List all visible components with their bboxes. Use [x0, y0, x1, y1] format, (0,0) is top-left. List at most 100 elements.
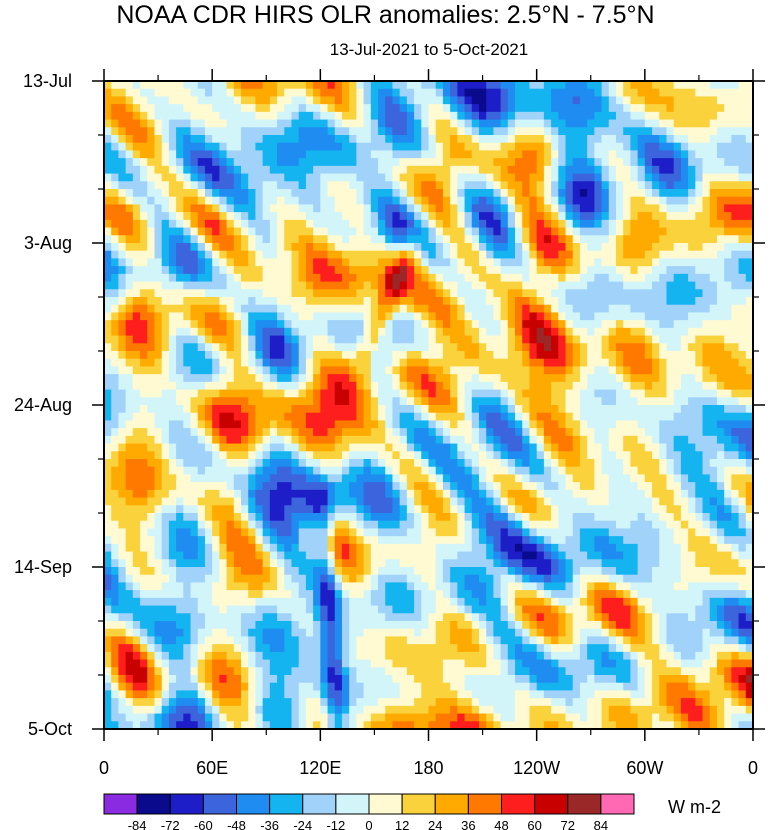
field-cell	[695, 327, 704, 337]
field-cell	[291, 466, 300, 476]
field-cell	[716, 243, 725, 252]
field-cell	[529, 405, 538, 414]
field-cell	[356, 451, 365, 460]
field-cell	[255, 196, 264, 206]
field-cell	[637, 189, 646, 198]
field-cell	[154, 459, 163, 468]
field-cell	[522, 428, 531, 437]
field-cell	[745, 397, 753, 406]
field-cell	[493, 235, 502, 244]
field-cell	[536, 196, 545, 206]
field-cell	[183, 343, 192, 352]
field-cell	[392, 281, 401, 290]
field-cell	[486, 459, 494, 468]
field-cell	[118, 420, 127, 429]
field-cell	[551, 320, 559, 329]
field-cell	[551, 135, 559, 144]
field-cell	[731, 297, 740, 306]
field-cell	[442, 451, 451, 460]
field-cell	[269, 88, 278, 98]
field-cell	[450, 135, 458, 144]
field-cell	[478, 158, 487, 167]
field-cell	[659, 489, 668, 499]
field-cell	[673, 312, 682, 321]
field-cell	[370, 420, 379, 429]
field-cell	[233, 150, 242, 159]
field-cell	[435, 119, 444, 128]
field-cell	[478, 482, 487, 491]
field-cell	[154, 351, 163, 360]
field-cell	[594, 104, 603, 113]
field-cell	[630, 212, 639, 221]
field-cell	[284, 505, 293, 514]
field-cell	[356, 443, 365, 452]
field-cell	[125, 250, 134, 260]
field-cell	[450, 266, 458, 275]
field-cell	[140, 389, 148, 398]
field-cell	[392, 150, 401, 159]
field-cell	[500, 127, 509, 136]
field-cell	[601, 142, 610, 152]
field-cell	[104, 435, 112, 445]
field-cell	[644, 351, 653, 360]
field-cell	[255, 459, 264, 468]
field-cell	[529, 204, 538, 213]
field-cell	[154, 96, 163, 105]
field-cell	[349, 81, 357, 90]
field-cell	[132, 381, 141, 391]
field-cell	[522, 420, 531, 429]
field-cell	[522, 88, 531, 98]
field-cell	[644, 327, 653, 337]
field-cell	[406, 119, 415, 128]
field-cell	[399, 219, 408, 229]
field-cell	[630, 127, 639, 136]
field-cell	[132, 428, 141, 437]
field-cell	[241, 235, 249, 244]
field-cell	[219, 443, 228, 452]
field-cell	[579, 219, 588, 229]
field-cell	[515, 266, 523, 275]
field-cell	[147, 96, 156, 105]
field-cell	[118, 111, 127, 121]
field-cell	[579, 397, 588, 406]
field-cell	[738, 281, 747, 290]
field-cell	[493, 320, 502, 329]
field-cell	[652, 443, 660, 452]
field-cell	[298, 405, 307, 414]
field-cell	[478, 111, 487, 121]
field-cell	[161, 227, 170, 236]
field-cell	[277, 297, 285, 306]
field-cell	[680, 189, 689, 198]
field-cell	[255, 304, 264, 314]
field-cell	[284, 358, 293, 368]
field-cell	[551, 219, 559, 229]
field-cell	[507, 374, 516, 383]
field-cell	[334, 335, 343, 344]
field-cell	[313, 358, 321, 368]
field-cell	[565, 212, 574, 221]
field-cell	[450, 204, 458, 213]
field-cell	[197, 451, 206, 460]
field-cell	[529, 181, 538, 190]
field-cell	[341, 412, 350, 422]
field-cell	[161, 96, 170, 105]
field-cell	[565, 227, 574, 236]
field-cell	[500, 235, 509, 244]
field-cell	[522, 158, 531, 167]
field-cell	[709, 397, 718, 406]
field-cell	[298, 505, 307, 514]
field-cell	[558, 297, 567, 306]
field-cell	[493, 158, 502, 167]
field-cell	[543, 173, 552, 182]
field-cell	[558, 119, 567, 128]
field-cell	[349, 150, 357, 159]
field-cell	[709, 273, 718, 283]
field-cell	[327, 119, 336, 128]
field-cell	[176, 243, 184, 252]
field-cell	[565, 451, 574, 460]
field-cell	[630, 435, 639, 445]
field-cell	[111, 304, 120, 314]
field-cell	[255, 119, 264, 128]
field-cell	[731, 389, 740, 398]
field-cell	[406, 343, 415, 352]
